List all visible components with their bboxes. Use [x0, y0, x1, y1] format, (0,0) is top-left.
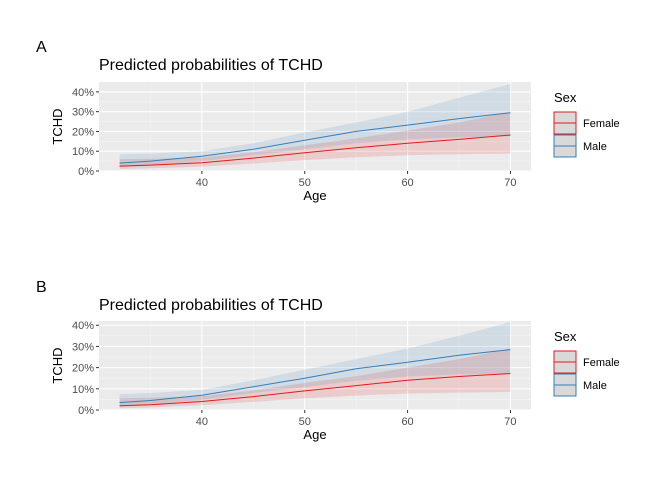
legend-key-female: Female: [554, 112, 620, 134]
y-axis-title: TCHD: [50, 347, 65, 383]
y-tick-label: 0%: [78, 166, 94, 178]
y-tick-label: 20%: [72, 363, 94, 375]
legend: Sex Female Male: [554, 329, 620, 396]
y-tick-label: 20%: [72, 126, 94, 138]
y-tick-label: 30%: [72, 341, 94, 353]
y-axis-title: TCHD: [50, 108, 65, 144]
x-tick-label: 70: [504, 416, 516, 428]
x-tick-label: 60: [401, 177, 413, 189]
legend-label: Female: [583, 357, 620, 369]
y-tick-label: 10%: [72, 146, 94, 158]
y-tick-label: 40%: [72, 87, 94, 99]
legend-key-female: Female: [554, 351, 620, 373]
legend-title: Sex: [554, 329, 577, 344]
legend-label: Male: [583, 380, 607, 392]
panel-tag: B: [36, 279, 47, 296]
legend-label: Female: [583, 118, 620, 130]
legend-title: Sex: [554, 90, 577, 105]
y-tick-label: 10%: [72, 384, 94, 396]
y-tick-label: 30%: [72, 107, 94, 119]
x-tick-label: 60: [401, 416, 413, 428]
panel-tag: A: [36, 39, 47, 56]
y-tick-label: 0%: [78, 405, 94, 417]
chart-panel-b: B Predicted probabilities of TCHD 0% 10% 20%…: [36, 279, 620, 442]
y-tick-label: 40%: [72, 320, 94, 332]
x-axis-title: Age: [303, 427, 326, 442]
x-tick-label: 40: [196, 416, 208, 428]
x-axis-title: Age: [303, 188, 326, 203]
legend: Sex Female Male: [554, 90, 620, 157]
chart-panel-a: A Predicted probabilities of TCHD 0% 10% 20%…: [36, 39, 620, 203]
legend-key-male: Male: [554, 374, 607, 396]
x-tick-label: 40: [196, 177, 208, 189]
legend-key-male: Male: [554, 135, 607, 157]
x-tick-label: 70: [504, 177, 516, 189]
chart-title: Predicted probabilities of TCHD: [99, 297, 323, 314]
legend-label: Male: [583, 141, 607, 153]
chart-title: Predicted probabilities of TCHD: [99, 57, 323, 74]
